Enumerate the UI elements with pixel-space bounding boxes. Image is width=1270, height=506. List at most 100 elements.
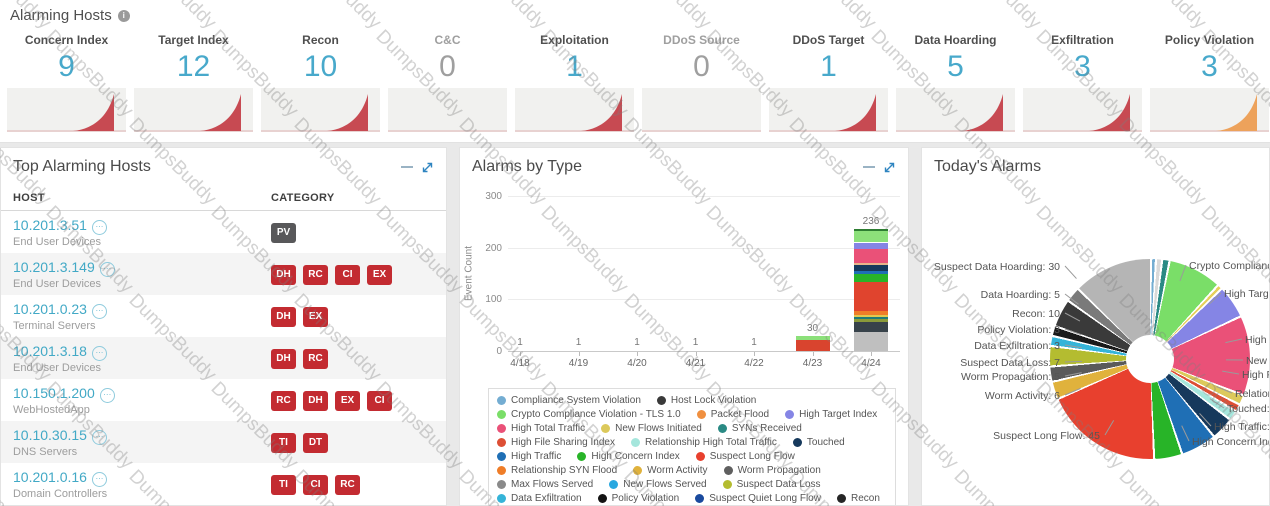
- minimize-icon[interactable]: [401, 166, 413, 168]
- category-badge-pv[interactable]: PV: [271, 222, 296, 243]
- host-ip-link[interactable]: 10.201.3.18: [13, 342, 87, 359]
- category-badge-dh[interactable]: DH: [271, 348, 296, 369]
- alarm-category-count[interactable]: 10: [303, 50, 338, 83]
- bar-segment[interactable]: [854, 231, 888, 243]
- host-ip-link[interactable]: 10.201.3.51: [13, 216, 87, 233]
- legend-item[interactable]: Touched: [792, 436, 845, 449]
- category-badge-dh[interactable]: DH: [303, 390, 328, 411]
- x-tick-label: 4/19: [568, 358, 589, 369]
- bar-segment[interactable]: [854, 274, 888, 283]
- bar-segment[interactable]: [854, 248, 888, 264]
- host-menu-icon[interactable]: ···: [91, 219, 107, 235]
- bar-total-label: 1: [575, 337, 582, 348]
- alarm-category-count[interactable]: 1: [566, 50, 583, 83]
- y-tick-label: 100: [485, 294, 502, 306]
- legend-item[interactable]: High Target Index: [785, 408, 877, 421]
- alarm-category-count[interactable]: 5: [947, 50, 964, 83]
- legend-item[interactable]: Relationship SYN Flood: [497, 464, 617, 477]
- legend-item[interactable]: Suspect Long Flow: [695, 450, 795, 463]
- legend-item[interactable]: Crypto Compliance Violation - TLS 1.0: [497, 408, 681, 421]
- category-badge-ci[interactable]: CI: [367, 390, 392, 411]
- table-row: 10.201.3.51 ··· End User Devices PV: [1, 211, 446, 253]
- legend-item[interactable]: Suspect Quiet Long Flow: [695, 492, 821, 505]
- legend-label: Worm Activity: [647, 465, 708, 476]
- legend-item[interactable]: High Total Traffic: [497, 422, 585, 435]
- category-badge-ci[interactable]: CI: [335, 264, 360, 285]
- host-ip-link[interactable]: 10.201.0.16: [13, 468, 87, 485]
- column-header-category: CATEGORY: [271, 192, 335, 204]
- category-badge-ex[interactable]: EX: [303, 306, 328, 327]
- host-menu-icon[interactable]: ···: [91, 471, 107, 487]
- category-badge-ci[interactable]: CI: [303, 474, 328, 495]
- legend-item[interactable]: New Flows Served: [609, 478, 707, 491]
- bar-segment[interactable]: [854, 322, 888, 333]
- expand-icon[interactable]: [883, 161, 896, 174]
- info-icon[interactable]: i: [117, 10, 130, 22]
- category-badge-ti[interactable]: TI: [271, 474, 296, 495]
- bar-segment[interactable]: [795, 335, 830, 340]
- expand-icon[interactable]: [421, 161, 434, 174]
- legend-item[interactable]: High Concern Index: [577, 450, 680, 463]
- table-row: 10.201.0.23 ··· Terminal Servers DH EX: [1, 295, 446, 337]
- category-badge-ti[interactable]: TI: [271, 432, 296, 453]
- bar-segment[interactable]: [854, 317, 888, 320]
- category-badge-rc[interactable]: RC: [271, 390, 296, 411]
- category-badge-dh[interactable]: DH: [271, 264, 296, 285]
- bar-segment[interactable]: [854, 315, 888, 318]
- x-tick-mark: [754, 352, 755, 356]
- legend-item[interactable]: Packet Flood: [696, 408, 769, 421]
- legend-item[interactable]: Max Flows Served: [497, 478, 593, 491]
- category-badge-ex[interactable]: EX: [335, 390, 360, 411]
- bar-segment[interactable]: [854, 265, 888, 272]
- legend-item[interactable]: Data Exfiltration: [497, 492, 582, 505]
- legend-item[interactable]: High File Sharing Index: [497, 436, 615, 449]
- alarm-category-count[interactable]: 0: [693, 50, 710, 83]
- legend-item[interactable]: New Flows Initiated: [601, 422, 702, 435]
- alarm-category-count[interactable]: 1: [820, 50, 837, 83]
- legend-item[interactable]: SYNs Received: [717, 422, 802, 435]
- bar-segment[interactable]: [854, 282, 888, 312]
- alarm-category-count[interactable]: 3: [1074, 50, 1091, 83]
- alarm-category-count[interactable]: 9: [58, 50, 75, 83]
- legend-item[interactable]: Suspect Data Loss: [722, 478, 821, 491]
- minimize-icon[interactable]: [863, 166, 875, 168]
- bar-segment[interactable]: [854, 229, 888, 232]
- host-ip-link[interactable]: 10.201.0.23: [13, 300, 87, 317]
- alarm-category-count[interactable]: 12: [176, 50, 211, 83]
- legend-item[interactable]: Relationship High Total Traffic: [630, 436, 777, 449]
- category-badges: TI CI RC: [271, 474, 367, 495]
- table-row: 10.201.3.18 ··· End User Devices DH RC: [1, 337, 446, 379]
- alarm-category-count[interactable]: 0: [439, 50, 456, 83]
- host-menu-icon[interactable]: ···: [99, 387, 115, 403]
- host-ip-link[interactable]: 10.150.1.200: [13, 384, 95, 401]
- category-badge-ex[interactable]: EX: [367, 264, 392, 285]
- category-badge-rc[interactable]: RC: [335, 474, 360, 495]
- bar-segment[interactable]: [854, 319, 888, 323]
- legend-item[interactable]: High Traffic: [497, 450, 561, 463]
- category-badge-dt[interactable]: DT: [303, 432, 328, 453]
- category-badge-rc[interactable]: RC: [303, 348, 328, 369]
- bar-segment[interactable]: [854, 311, 888, 316]
- legend-swatch: [723, 466, 733, 475]
- host-ip-link[interactable]: 10.10.30.15: [13, 426, 87, 443]
- host-menu-icon[interactable]: ···: [91, 303, 107, 319]
- bar-segment[interactable]: [854, 263, 888, 266]
- host-menu-icon[interactable]: ···: [91, 429, 107, 445]
- legend-item[interactable]: Worm Activity: [633, 464, 708, 477]
- x-tick-mark: [695, 352, 697, 356]
- category-badge-rc[interactable]: RC: [303, 264, 328, 285]
- legend-item[interactable]: Compliance System Violation: [497, 394, 641, 407]
- legend-item[interactable]: Policy Violation: [597, 492, 679, 505]
- legend-item[interactable]: Worm Propagation: [723, 464, 821, 477]
- host-menu-icon[interactable]: ···: [91, 345, 107, 361]
- bar-segment[interactable]: [795, 339, 830, 351]
- host-ip-link[interactable]: 10.201.3.149: [13, 258, 95, 275]
- bar-segment[interactable]: [854, 271, 888, 274]
- alarm-category-count[interactable]: 3: [1201, 50, 1218, 83]
- bar-segment[interactable]: [854, 332, 888, 351]
- legend-item[interactable]: Host Lock Violation: [656, 394, 756, 407]
- host-menu-icon[interactable]: ···: [99, 261, 115, 277]
- bar-segment[interactable]: [854, 242, 888, 249]
- category-badge-dh[interactable]: DH: [271, 306, 296, 327]
- legend-item[interactable]: Recon: [836, 492, 880, 505]
